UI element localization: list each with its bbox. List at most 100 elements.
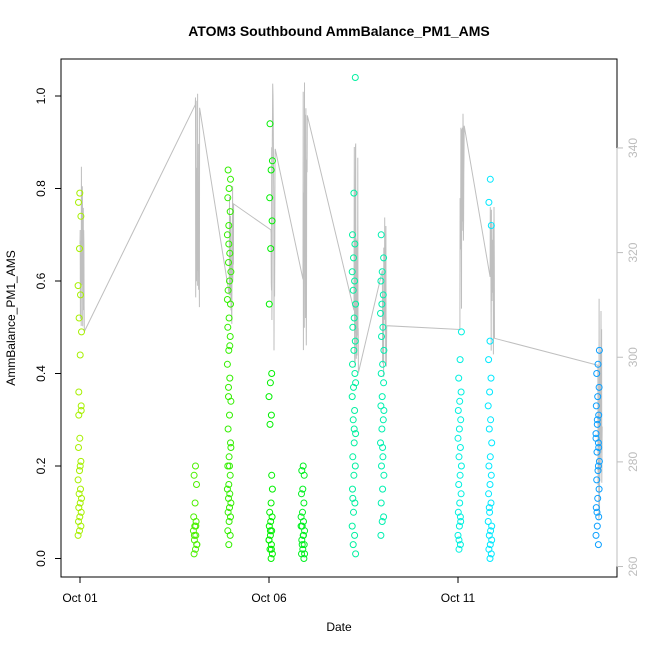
data-point [352, 300, 360, 308]
data-point [225, 314, 233, 322]
data-point [351, 531, 359, 539]
data-point [592, 504, 600, 512]
data-point [297, 513, 305, 521]
data-point [297, 522, 305, 530]
data-point [594, 462, 602, 470]
data-point [485, 490, 493, 498]
y2-tick-label: 340 [626, 138, 640, 158]
data-point [592, 531, 600, 539]
y2-axis: 260 280 300 320 340 [616, 138, 640, 577]
data-point [351, 240, 359, 248]
data-point [350, 189, 358, 197]
data-point [351, 462, 359, 470]
data-point [75, 388, 83, 396]
data-point [593, 476, 601, 484]
data-point [486, 555, 494, 562]
y-tick-label: 0.0 [34, 550, 48, 567]
data-point [265, 393, 273, 401]
data-point [454, 407, 462, 414]
data-point [192, 462, 199, 470]
data-point [351, 337, 359, 345]
data-point [76, 434, 84, 442]
data-point [299, 462, 307, 470]
x-axis: Oct 01 Oct 06 Oct 11 [62, 576, 476, 605]
data-point [595, 485, 603, 493]
data-point [487, 527, 495, 535]
data-point [378, 393, 386, 401]
y-axis-label: AmmBalance_PM1_AMS [4, 250, 18, 385]
data-point [351, 407, 359, 414]
data-point [266, 531, 274, 539]
data-point [268, 370, 276, 377]
data-point [352, 430, 360, 438]
data-point [592, 430, 600, 438]
data-point [190, 531, 198, 539]
data-point [592, 402, 600, 410]
y-tick-label: 0.6 [34, 272, 48, 289]
data-point [594, 393, 602, 401]
data-point [78, 328, 85, 336]
data-point [594, 494, 602, 502]
data-point [594, 360, 602, 368]
y2-tick-label: 280 [626, 452, 640, 472]
data-point [486, 175, 494, 183]
data-point [456, 513, 464, 521]
data-point [377, 499, 385, 507]
x-tick-label: Oct 01 [62, 591, 98, 605]
data-point [350, 254, 357, 262]
data-point [378, 425, 386, 433]
data-point [455, 545, 463, 553]
data-point [348, 522, 356, 530]
data-point [227, 268, 235, 276]
secondary-series [79, 82, 603, 520]
data-point [299, 485, 307, 493]
data-point [76, 499, 84, 507]
data-point [592, 434, 600, 442]
chart-title: ATOM3 Southbound AmmBalance_PM1_AMS [188, 23, 490, 39]
data-point [380, 407, 388, 414]
data-point [457, 462, 465, 470]
data-point [226, 411, 233, 419]
data-point [226, 471, 234, 479]
data-point [225, 393, 232, 401]
data-point [225, 518, 233, 525]
data-point [75, 444, 82, 451]
data-point [77, 212, 85, 220]
data-point [266, 379, 274, 387]
data-point [349, 494, 357, 502]
data-point [457, 416, 465, 424]
data-point [227, 444, 235, 451]
data-point [380, 379, 388, 387]
data-point [595, 346, 603, 354]
data-point [225, 481, 233, 488]
data-point [299, 545, 307, 553]
data-point [223, 296, 231, 303]
data-point [300, 499, 308, 507]
data-point [487, 374, 495, 382]
data-point [378, 518, 386, 525]
data-point [224, 425, 232, 433]
data-point [486, 337, 494, 345]
data-point [457, 518, 465, 525]
data-point [300, 531, 307, 539]
data-point [298, 490, 305, 498]
data-point [455, 374, 463, 382]
data-point [485, 425, 493, 433]
data-point [74, 476, 82, 484]
data-point [298, 467, 306, 475]
data-point [488, 439, 496, 447]
data-point [350, 425, 358, 433]
data-point [487, 499, 495, 507]
data-point [225, 185, 233, 192]
data-point [225, 240, 233, 248]
data-point [486, 388, 494, 396]
data-point [267, 166, 275, 174]
data-point [193, 541, 201, 549]
data-point [349, 416, 357, 424]
data-point [488, 522, 496, 530]
data-point [76, 527, 83, 535]
data-point [74, 282, 82, 290]
data-point [455, 425, 463, 433]
